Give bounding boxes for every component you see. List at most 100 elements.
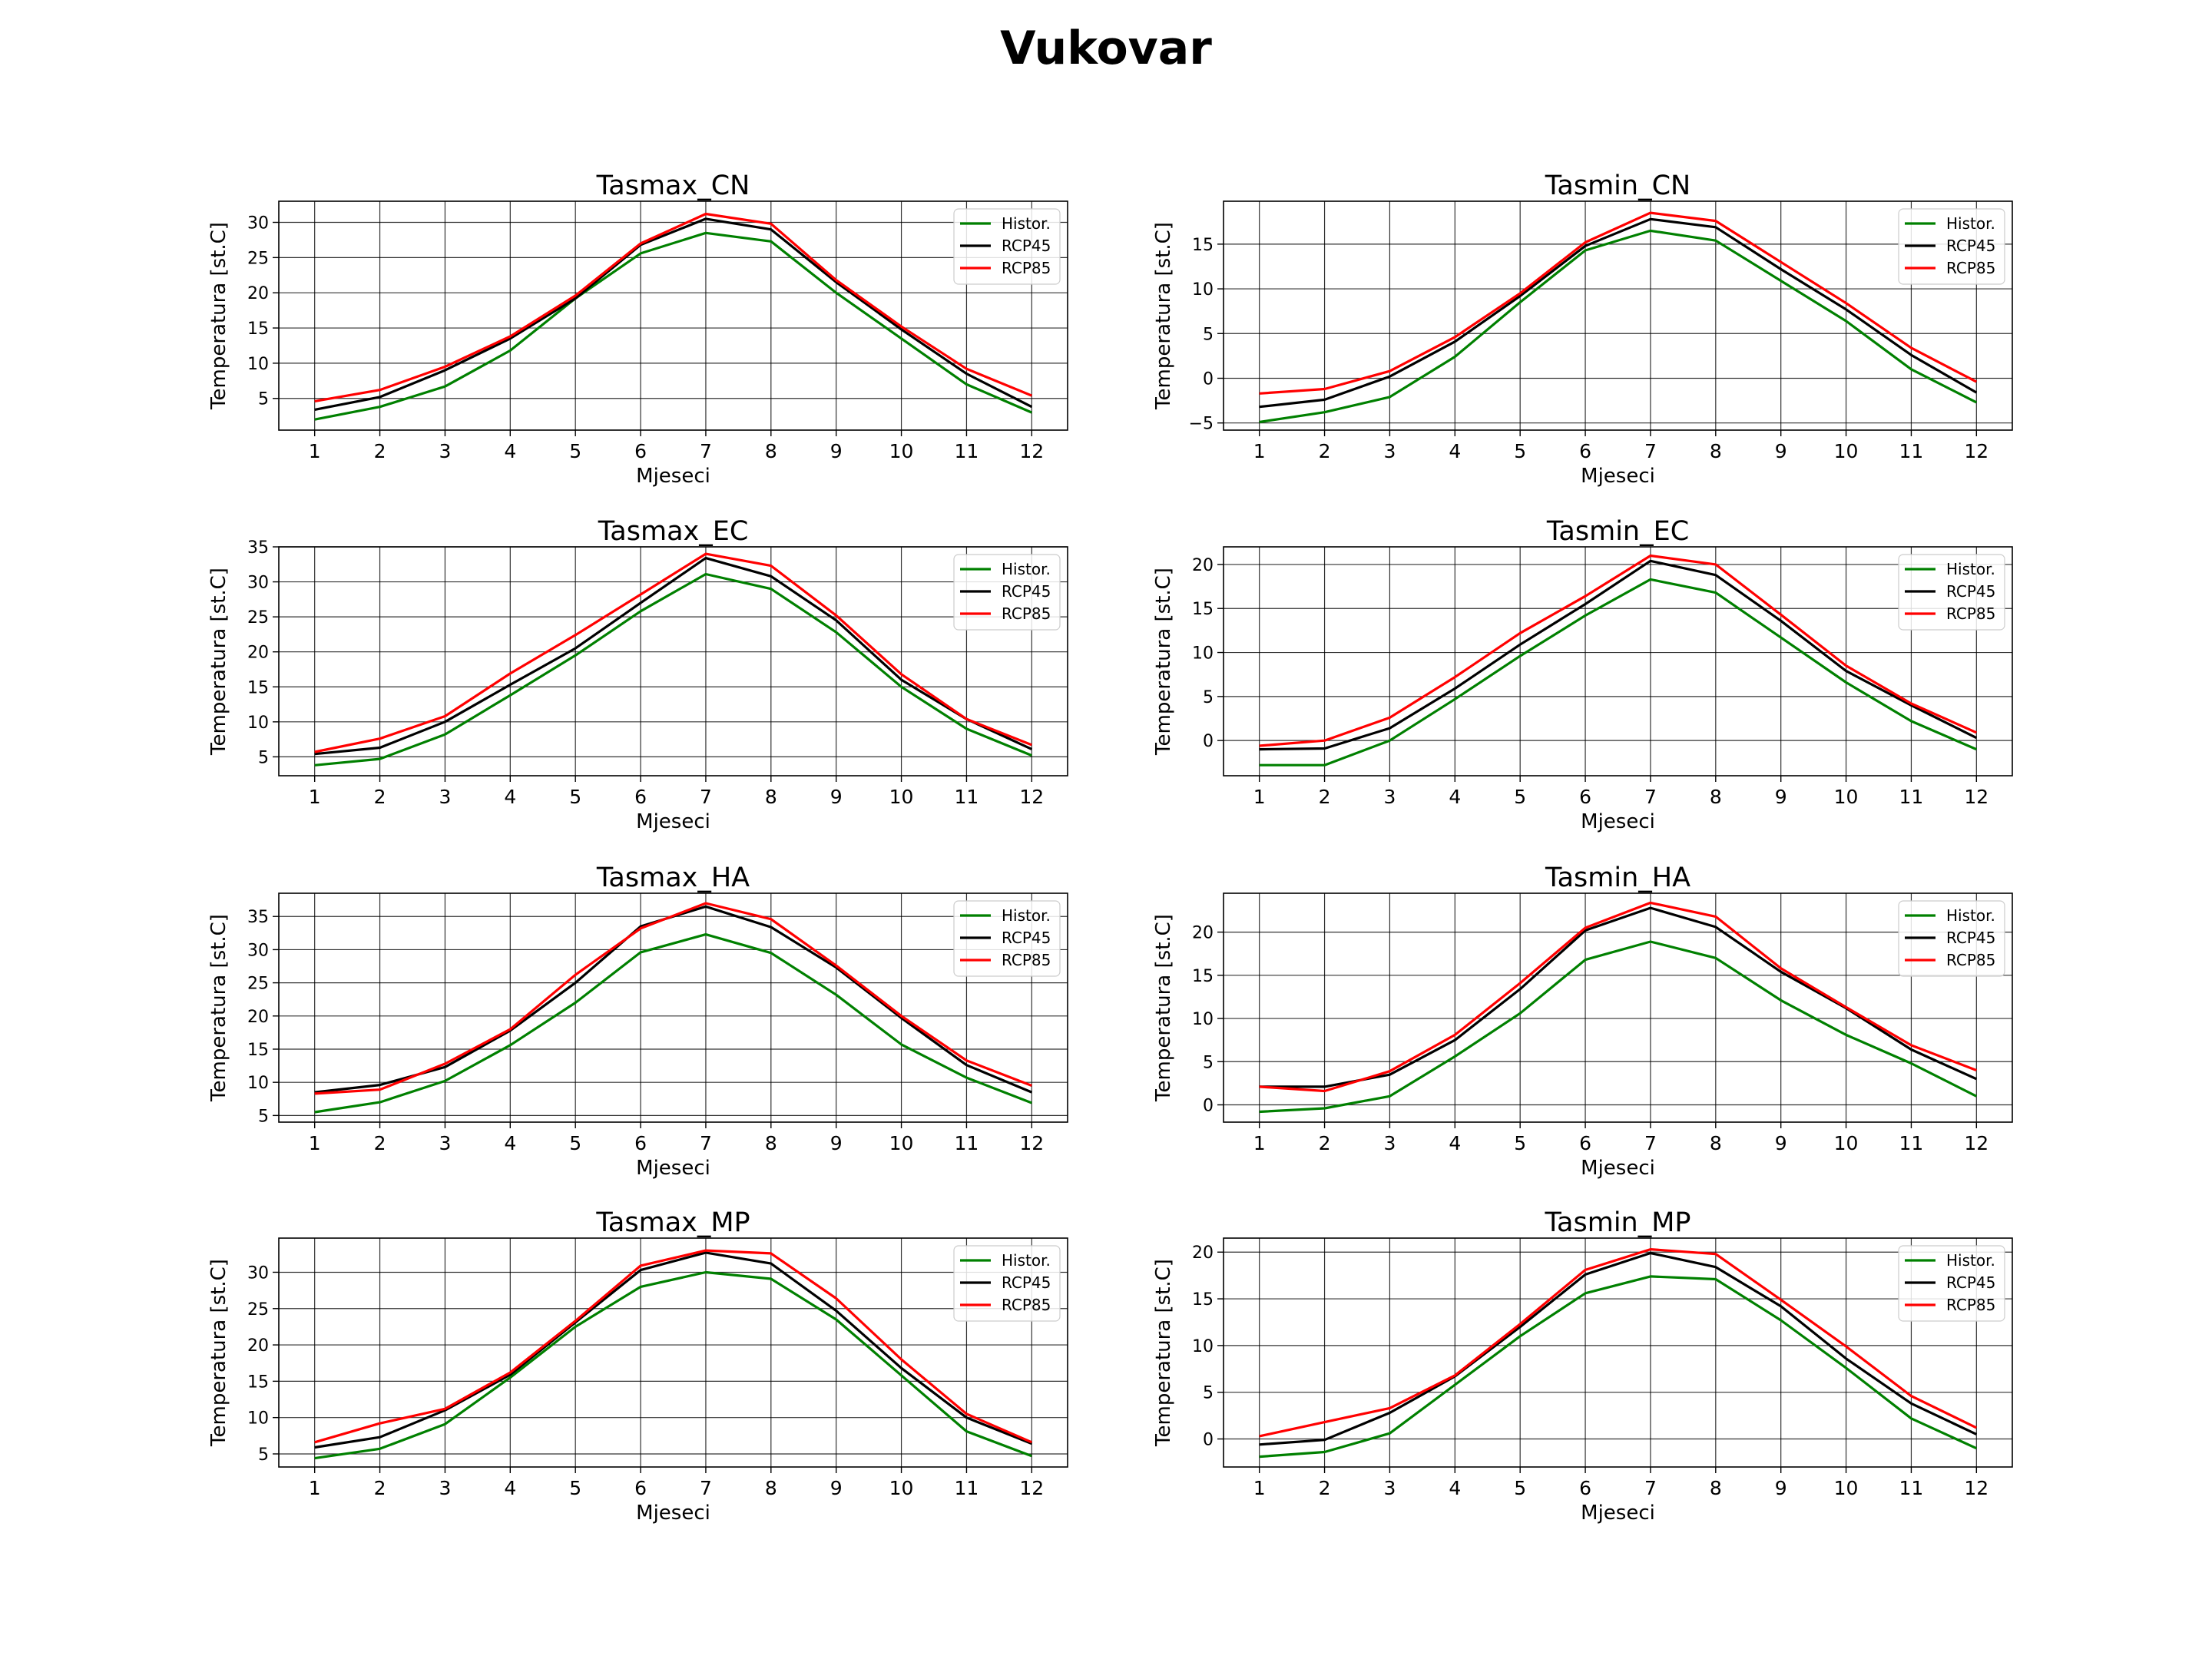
x-tick-label: 2 <box>374 440 386 462</box>
y-axis-label: Temperatura [st.C] <box>1152 568 1175 756</box>
legend-label-histor: Histor. <box>1946 214 1995 233</box>
x-tick-label: 1 <box>309 440 321 462</box>
y-tick-label: 5 <box>258 390 269 409</box>
y-tick-label: 20 <box>1192 556 1214 575</box>
legend-label-rcp45: RCP45 <box>1002 1273 1051 1292</box>
x-tick-label: 5 <box>569 1477 581 1499</box>
x-tick-label: 3 <box>1383 1132 1396 1154</box>
legend-label-histor: Histor. <box>1946 1251 1995 1270</box>
legend: Histor. RCP45 RCP85 <box>1898 900 2005 977</box>
legend-label-rcp85: RCP85 <box>1946 604 1995 623</box>
x-tick-label: 1 <box>1253 1132 1266 1154</box>
x-tick-label: 8 <box>765 440 777 462</box>
chart-tasmin-cn: 1 2 3 4 5 6 7 8 9 10 11 12−5051015Tasmin_CNMjeseciT… <box>1152 171 2013 488</box>
y-tick-label: 10 <box>1192 1010 1214 1029</box>
legend-label-rcp85: RCP85 <box>1946 1296 1995 1314</box>
series-line-histor <box>1259 940 1978 1114</box>
x-tick-label: 12 <box>1019 1477 1044 1499</box>
chart-tasmax-mp: 1 2 3 4 5 6 7 8 9 10 11 1251015202530Tasmax_MPMjese… <box>207 1207 1068 1525</box>
y-tick-label: 10 <box>247 355 269 374</box>
axes-frame <box>1223 892 2013 1123</box>
legend-box <box>1898 208 2005 285</box>
x-tick-label: 4 <box>1449 786 1461 808</box>
x-tick-label: 10 <box>889 1477 914 1499</box>
x-tick-label: 2 <box>374 786 386 808</box>
legend-label-rcp45: RCP45 <box>1946 929 1995 947</box>
x-tick-label: 6 <box>634 440 647 462</box>
chart-tasmin-ec: 1 2 3 4 5 6 7 8 9 10 11 1205101520Tasmin_ECMjeseciT… <box>1152 516 2013 833</box>
x-tick-label: 2 <box>374 1132 386 1154</box>
x-tick-label: 6 <box>1579 786 1591 808</box>
legend-label-rcp85: RCP85 <box>1002 1296 1051 1314</box>
chart-title: Tasmin_EC <box>1546 516 1689 547</box>
x-tick-label: 3 <box>439 786 451 808</box>
chart-tasmax-ha: 1 2 3 4 5 6 7 8 9 10 11 125101520253035Tasmax_HAMje… <box>207 863 1068 1180</box>
x-tick-label: 3 <box>439 440 451 462</box>
series-line-rcp45 <box>1259 217 1978 409</box>
x-tick-label: 11 <box>1899 786 1924 808</box>
legend-box <box>1898 1245 2005 1322</box>
axes-frame <box>1223 200 2013 431</box>
x-tick-label: 7 <box>1644 1477 1657 1499</box>
legend: Histor. RCP45 RCP85 <box>1898 1245 2005 1322</box>
y-tick-label: 0 <box>1203 1431 1214 1450</box>
x-tick-label: 9 <box>830 440 843 462</box>
legend-label-rcp85: RCP85 <box>1002 604 1051 623</box>
x-tick-label: 4 <box>1449 1477 1461 1499</box>
y-tick-label: 0 <box>1203 1097 1214 1116</box>
x-tick-label: 2 <box>1319 1477 1331 1499</box>
x-tick-label: 12 <box>1964 786 1988 808</box>
legend-box <box>953 900 1061 977</box>
x-tick-label: 1 <box>1253 786 1266 808</box>
x-tick-label: 8 <box>1710 1477 1722 1499</box>
x-tick-label: 7 <box>1644 440 1657 462</box>
x-axis-label: Mjeseci <box>636 465 710 488</box>
x-tick-label: 6 <box>1579 1132 1591 1154</box>
legend-label-rcp45: RCP45 <box>1946 582 1995 601</box>
x-tick-label: 2 <box>1319 1132 1331 1154</box>
series-line-histor <box>1259 229 1978 424</box>
x-tick-label: 12 <box>1019 786 1044 808</box>
series-line-rcp45 <box>1259 1251 1977 1446</box>
x-tick-label: 1 <box>309 1477 321 1499</box>
series-line-rcp45 <box>1259 906 1977 1088</box>
series-line-rcp85 <box>1259 1247 1977 1438</box>
x-tick-label: 9 <box>830 786 843 808</box>
y-tick-label: 0 <box>1203 369 1214 389</box>
figure-title: Vukovar <box>1000 22 1212 75</box>
x-tick-label: 4 <box>1449 440 1461 462</box>
x-tick-label: 10 <box>889 440 914 462</box>
y-tick-label: 35 <box>247 538 269 558</box>
y-tick-label: 10 <box>1192 280 1214 300</box>
y-tick-label: 10 <box>1192 1337 1214 1356</box>
x-tick-label: 9 <box>1775 440 1787 462</box>
legend: Histor. RCP45 RCP85 <box>953 208 1061 285</box>
series-line-rcp45 <box>1259 559 1978 751</box>
x-tick-label: 10 <box>1834 440 1859 462</box>
y-tick-label: 5 <box>1203 325 1214 344</box>
x-tick-label: 10 <box>1834 1477 1859 1499</box>
x-tick-label: 4 <box>504 1132 516 1154</box>
x-tick-label: 4 <box>1449 1132 1461 1154</box>
y-tick-label: 20 <box>1192 1243 1214 1263</box>
legend-label-rcp45: RCP45 <box>1002 237 1051 255</box>
legend: Histor. RCP45 RCP85 <box>1898 554 2005 631</box>
x-axis-label: Mjeseci <box>636 1157 710 1180</box>
y-tick-label: 25 <box>247 249 269 268</box>
series-line-histor <box>314 932 1032 1114</box>
y-tick-label: 25 <box>247 1300 269 1320</box>
y-tick-label: 20 <box>247 1008 269 1027</box>
legend-label-rcp85: RCP85 <box>1002 951 1051 969</box>
x-tick-label: 4 <box>504 1477 516 1499</box>
x-tick-label: 7 <box>700 786 712 808</box>
series-line-rcp45 <box>314 1251 1032 1449</box>
legend-label-histor: Histor. <box>1946 906 1995 925</box>
legend-label-rcp45: RCP45 <box>1002 929 1051 947</box>
y-tick-label: 15 <box>247 678 269 697</box>
series-line-rcp85 <box>1259 211 1978 395</box>
y-tick-label: 20 <box>247 644 269 663</box>
legend-label-histor: Histor. <box>1946 560 1995 578</box>
x-tick-label: 5 <box>1514 440 1526 462</box>
legend: Histor. RCP45 RCP85 <box>953 900 1061 977</box>
chart-title: Tasmax_CN <box>596 171 750 201</box>
